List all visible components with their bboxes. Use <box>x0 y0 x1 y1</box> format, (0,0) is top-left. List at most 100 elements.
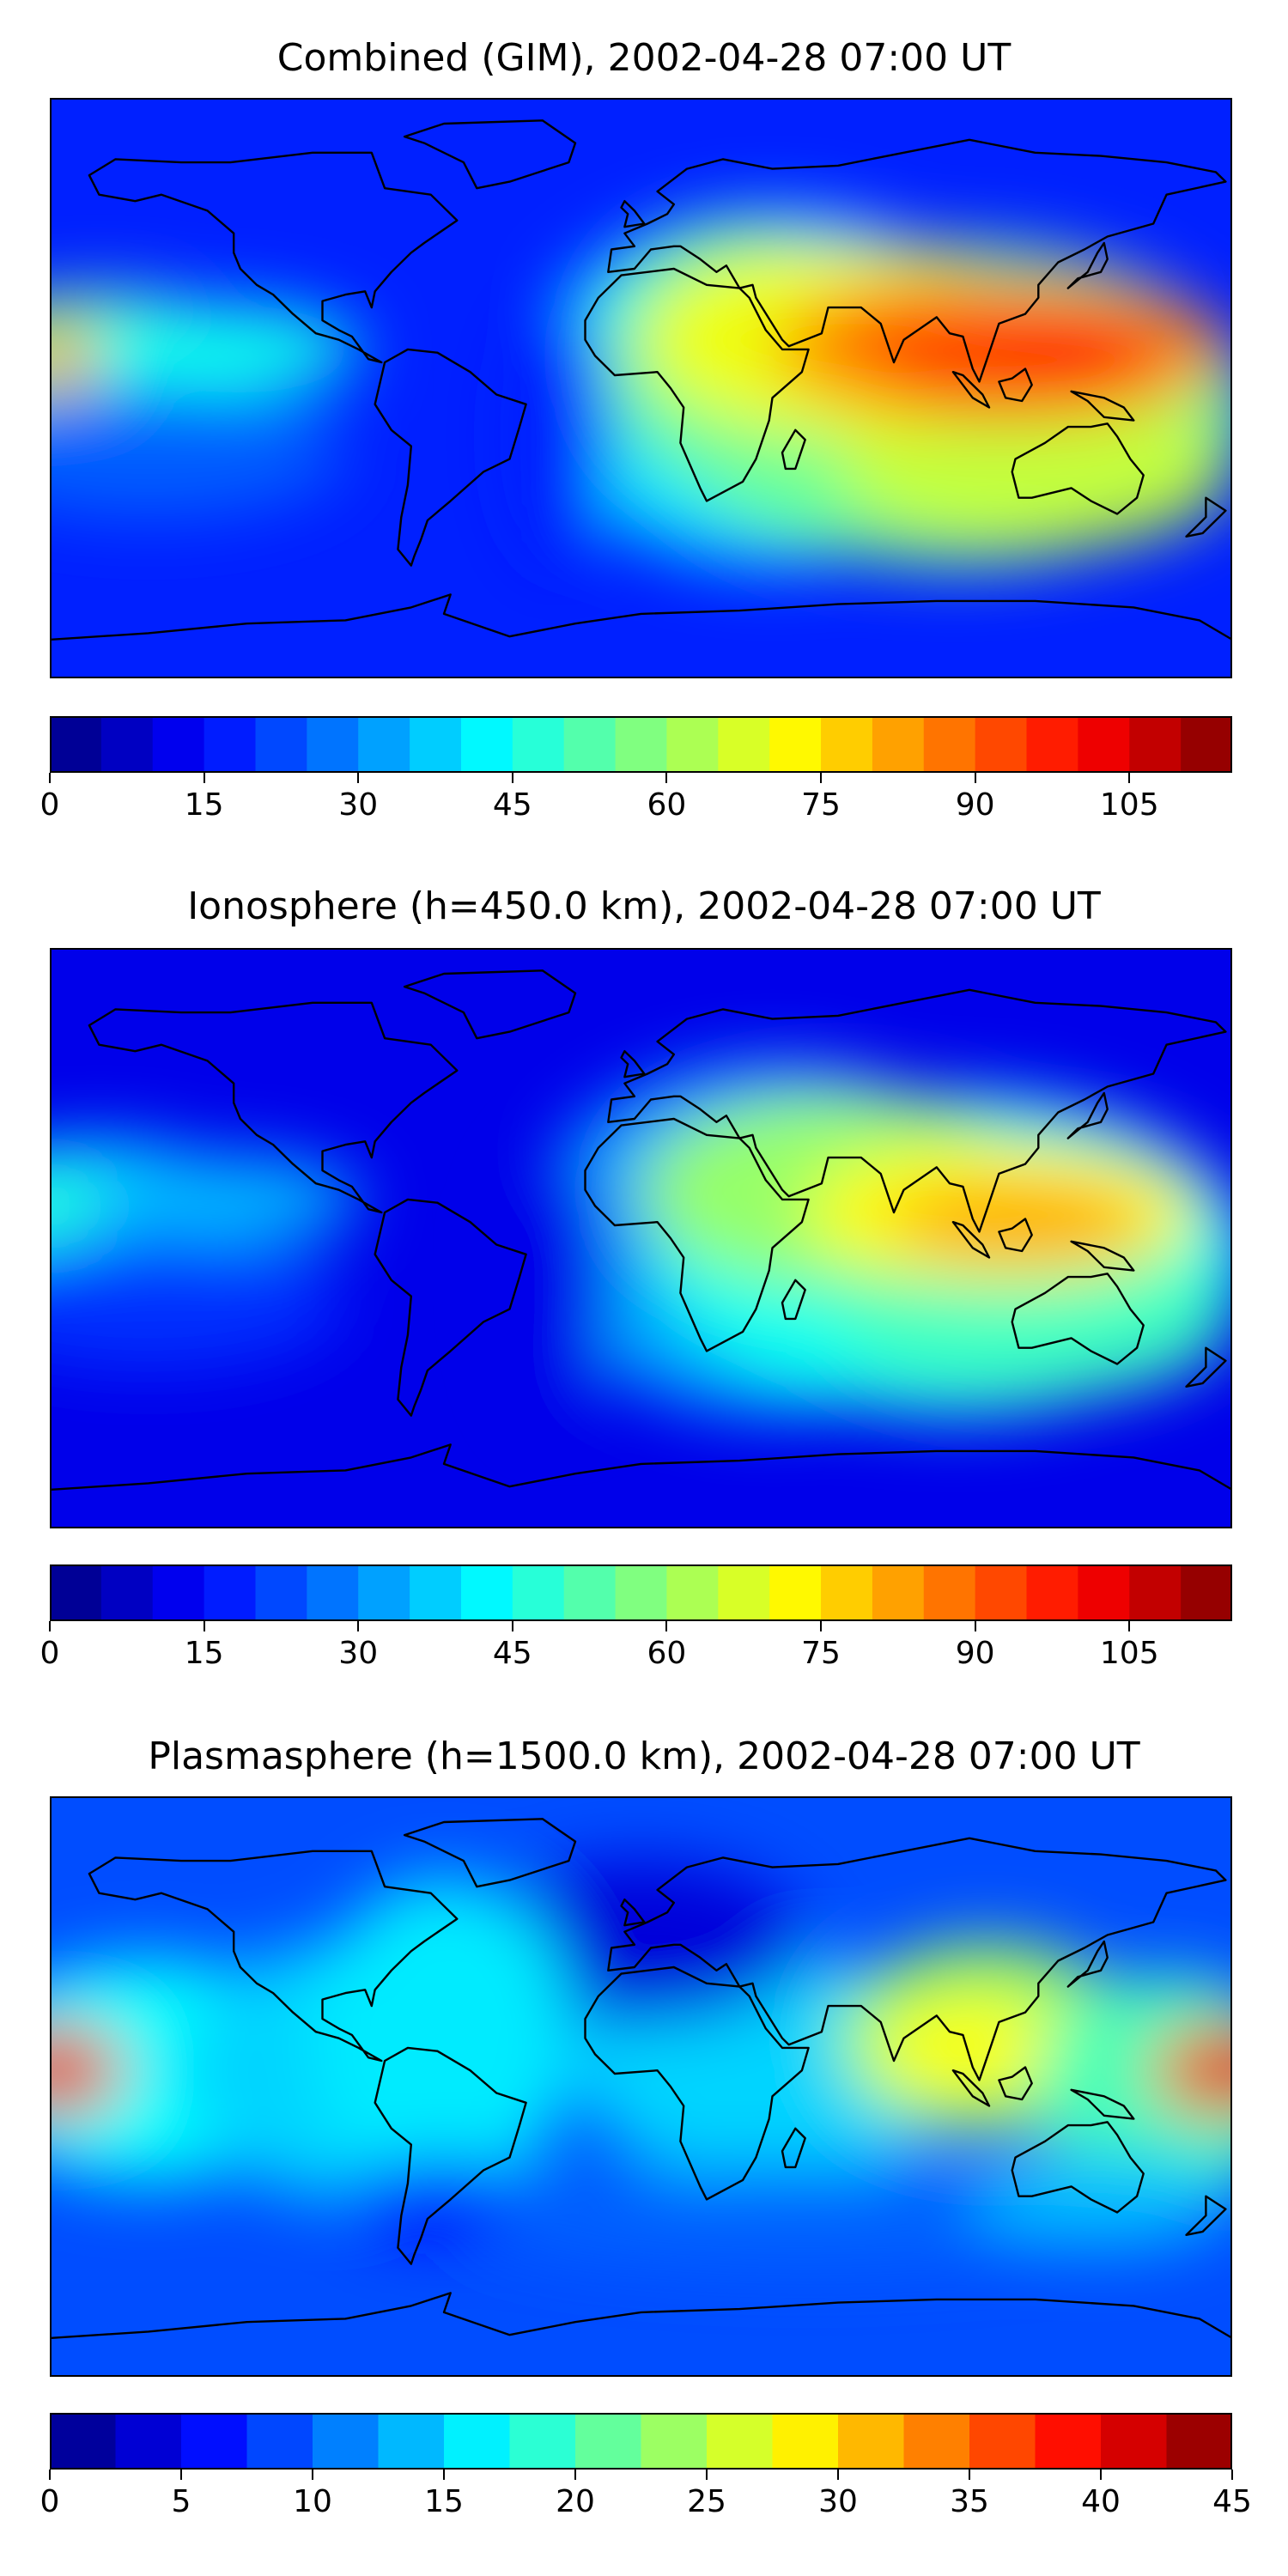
colorbar-tick-label: 25 <box>687 2484 726 2519</box>
field-layer <box>50 210 1232 566</box>
coastline-sumatra <box>951 1221 991 1259</box>
coastline-antarctica <box>50 2292 1232 2377</box>
colorbar-segment <box>563 1564 617 1621</box>
colorbar-ticks-combined: 0 15 30 45 60 75 90 105 <box>40 773 1232 824</box>
chart-title: Combined (GIM), 2002-04-28 07:00 UT <box>276 36 1012 80</box>
colorbar-segment <box>204 1564 257 1621</box>
map-ionosphere <box>50 948 1232 1528</box>
colorbar-tick <box>574 2470 576 2480</box>
coastline-borneo <box>998 1218 1033 1253</box>
coastline-greenland <box>403 969 577 1040</box>
colorbar-tick <box>820 1621 823 1631</box>
coastline-new-guinea <box>1070 390 1135 422</box>
coastline-australia <box>1011 1273 1145 1365</box>
colorbar-tick-label: 105 <box>1099 787 1159 823</box>
colorbar-tick-label: 90 <box>955 787 995 823</box>
coastline-south-america <box>374 348 527 567</box>
colorbar-tick-label: 0 <box>39 2484 60 2519</box>
colorbar-tick <box>969 2470 970 2480</box>
colorbar-tick <box>180 2470 182 2480</box>
colorbar-ticks-ionosphere: 0 15 30 45 60 75 90 105 <box>40 1621 1232 1673</box>
coastline-uk <box>620 1898 646 1927</box>
colorbar-segment <box>1035 2413 1102 2470</box>
colorbar-tick <box>837 2470 839 2480</box>
colorbar-segment <box>410 716 462 773</box>
field-blob <box>50 1173 96 1238</box>
coastline-madagascar <box>781 2127 806 2169</box>
coastline-south-america <box>374 2046 527 2265</box>
colorbar-segment <box>641 2413 708 2470</box>
coastline-japan <box>1066 1940 1109 1988</box>
field-blob <box>509 1157 609 1416</box>
coastline-new-guinea <box>1070 2088 1135 2120</box>
colorbar-segment <box>378 2413 445 2470</box>
coastline-sumatra <box>951 2069 991 2107</box>
coastline-africa <box>584 1965 810 2201</box>
field-blob <box>50 323 96 388</box>
colorbar-segment <box>100 1564 154 1621</box>
coastline-borneo <box>998 368 1033 403</box>
colorbar-segment <box>666 716 719 773</box>
coastline-australia <box>1011 2121 1145 2214</box>
field-blob <box>50 2025 123 2116</box>
colorbar-tick-label: 15 <box>184 787 224 823</box>
field-blob <box>66 1154 362 1245</box>
chart-title: Plasmasphere (h=1500.0 km), 2002-04-28 0… <box>148 1735 1140 1778</box>
colorbar-tick-label: 20 <box>556 2484 595 2519</box>
colorbar-segment <box>1026 716 1078 773</box>
colorbar-tick <box>49 773 51 783</box>
colorbar-segment <box>410 1564 462 1621</box>
colorbar-tick-label: 0 <box>39 787 60 823</box>
colorbar-segment <box>509 2413 576 2470</box>
colorbar-segment <box>769 716 822 773</box>
colorbar-tick-label: 15 <box>424 2484 464 2519</box>
coastlines <box>50 119 1232 678</box>
colorbar-segment <box>358 1564 410 1621</box>
colorbar-segment <box>246 2413 313 2470</box>
colorbar-segment <box>1129 716 1182 773</box>
colorbar-segment <box>1026 1564 1078 1621</box>
colorbar-segment <box>772 2413 839 2470</box>
colorbar-plasmasphere <box>50 2413 1233 2470</box>
colorbar-tick <box>1128 773 1131 783</box>
colorbar-segment <box>666 1564 719 1621</box>
field-blob <box>838 388 1232 550</box>
colorbar-segment <box>115 2413 182 2470</box>
colorbar-segment <box>50 1564 102 1621</box>
colorbar-tick-label: 60 <box>647 1636 687 1671</box>
colorbar-tick-label: 35 <box>950 2484 989 2519</box>
colorbar-segment <box>100 716 154 773</box>
colorbar-segment <box>821 716 873 773</box>
coastline-madagascar <box>781 1279 806 1321</box>
colorbar-tick-label: 30 <box>338 787 379 823</box>
field-blob <box>887 1183 1151 1261</box>
colorbar-segment <box>444 2413 511 2470</box>
colorbar-segment <box>872 1564 925 1621</box>
coastline-north-america <box>88 1850 459 2063</box>
field-blob <box>1199 2044 1232 2097</box>
chart-title: Ionosphere (h=450.0 km), 2002-04-28 07:0… <box>187 884 1101 928</box>
colorbar-tick-label: 5 <box>171 2484 191 2519</box>
colorbar-segment <box>307 716 359 773</box>
field-blob <box>66 304 362 395</box>
colorbar-segment <box>313 2413 380 2470</box>
map-frame <box>50 948 1232 1528</box>
colorbar-tick-label: 0 <box>39 1636 60 1671</box>
colorbar-tick-label: 105 <box>1099 1636 1159 1671</box>
colorbar-segment <box>358 716 410 773</box>
field-blob <box>509 307 609 566</box>
coastline-new-zealand <box>1185 496 1227 538</box>
field-blob <box>50 1238 346 1368</box>
colorbar-tick-label: 60 <box>647 787 687 823</box>
coastlines <box>50 1818 1232 2377</box>
colorbar-segment <box>718 716 770 773</box>
colorbar-tick <box>357 773 360 783</box>
colorbar-segment <box>563 716 617 773</box>
colorbar-tick <box>1100 2470 1102 2480</box>
colorbar-tick <box>203 1621 205 1631</box>
coastline-antarctica <box>50 1443 1232 1528</box>
colorbar-tick <box>203 773 205 783</box>
colorbar-segment <box>1129 1564 1182 1621</box>
colorbar-segment <box>821 1564 873 1621</box>
coastline-africa <box>584 1117 810 1352</box>
